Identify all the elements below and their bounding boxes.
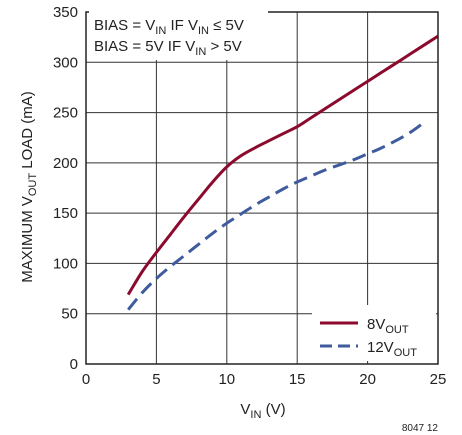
annotation-box bbox=[89, 11, 268, 60]
annotation-line-2: BIAS = 5V IF VIN > 5V bbox=[94, 38, 242, 58]
annotation-line-1: BIAS = VIN IF VIN ≤ 5V bbox=[94, 17, 244, 37]
legend-label-12vout: 12VOUT bbox=[367, 339, 417, 359]
x-tick-label: 5 bbox=[152, 371, 160, 388]
y-axis-title: MAXIMUM VOUT LOAD (mA) bbox=[19, 91, 39, 283]
y-tick-label: 50 bbox=[61, 306, 78, 323]
y-tick-label: 300 bbox=[53, 54, 78, 71]
legend-label-8vout: 8VOUT bbox=[367, 316, 409, 336]
series-line-12vout bbox=[127, 121, 425, 311]
legend-box bbox=[312, 305, 436, 361]
x-tick-label: 25 bbox=[430, 371, 447, 388]
legend: 8VOUT 12VOUT bbox=[312, 305, 436, 361]
x-tick-label: 0 bbox=[82, 371, 90, 388]
y-tick-label: 100 bbox=[53, 255, 78, 272]
x-axis-title: VIN (V) bbox=[240, 401, 285, 421]
y-tick-label: 200 bbox=[53, 155, 78, 172]
x-tick-label: 15 bbox=[289, 371, 306, 388]
y-tick-label: 250 bbox=[53, 105, 78, 122]
x-tick-label: 10 bbox=[218, 371, 235, 388]
series-line-8vout bbox=[126, 34, 439, 296]
y-tick-label: 0 bbox=[70, 356, 78, 373]
x-tick-label: 20 bbox=[359, 371, 376, 388]
y-tick-label: 150 bbox=[53, 205, 78, 222]
y-tick-label: 350 bbox=[53, 4, 78, 21]
figure-id: 8047 12 bbox=[402, 423, 439, 434]
series-layer bbox=[126, 34, 439, 311]
